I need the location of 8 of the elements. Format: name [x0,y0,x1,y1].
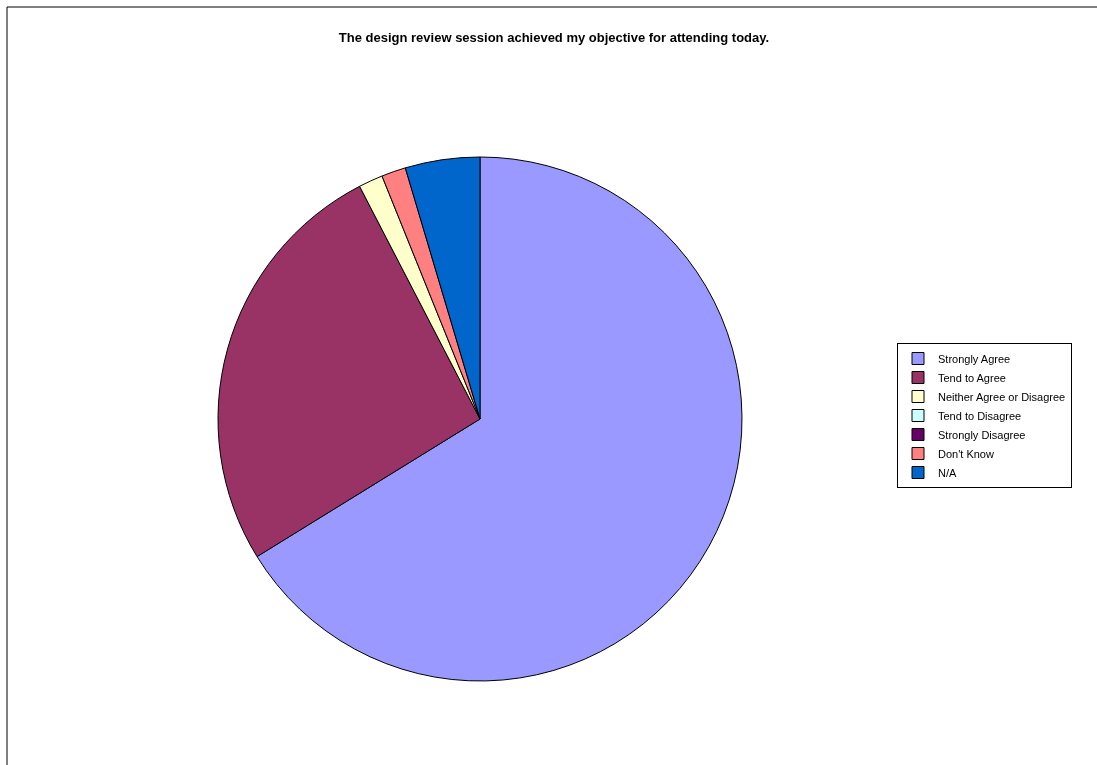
legend-label: N/A [938,466,957,479]
legend-label: Strongly Disagree [938,428,1026,441]
legend-label: Tend to Disagree [938,409,1022,422]
legend-label: Neither Agree or Disagree [938,390,1066,403]
legend-label: Don't Know [938,447,994,460]
chart-title: The design review session achieved my objective for attending today. [338,29,770,45]
legend-label: Strongly Agree [938,352,1011,365]
legend-label: Tend to Agree [938,371,1006,384]
